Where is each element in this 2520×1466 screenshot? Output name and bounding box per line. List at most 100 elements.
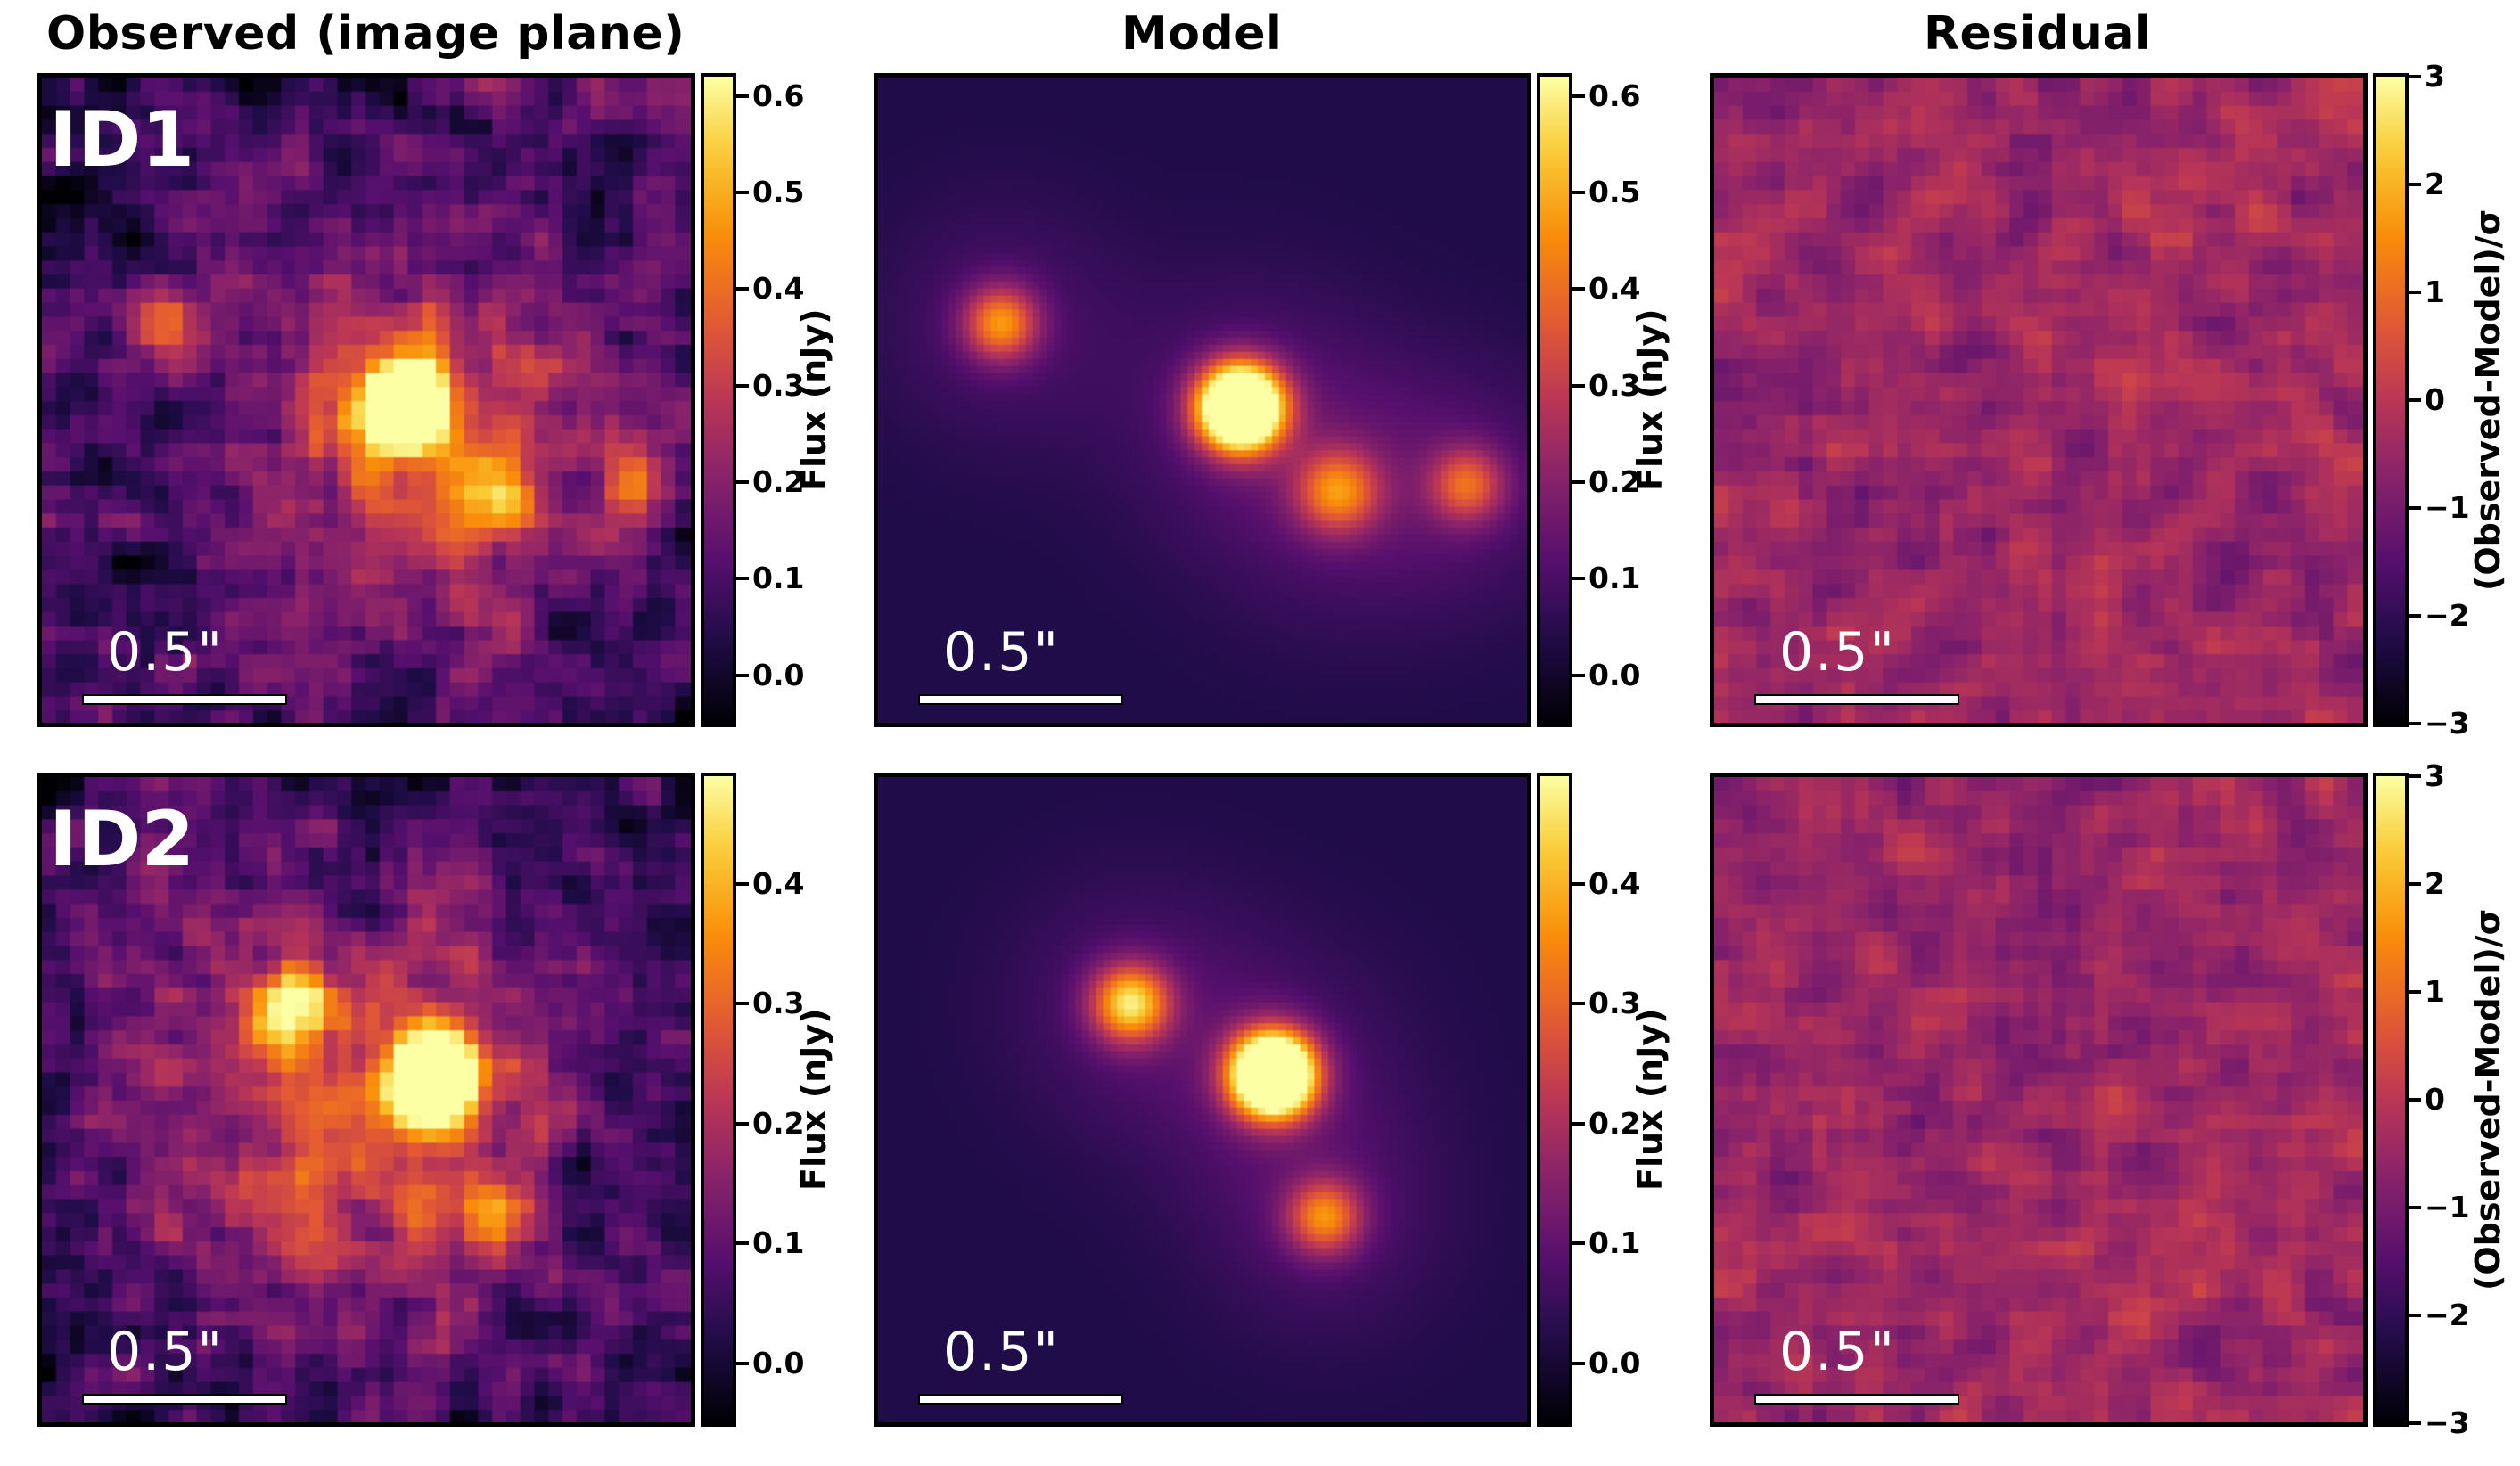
model-panel-id1: 0.5" — [874, 73, 1531, 727]
column-title-model: Model — [1121, 7, 1283, 61]
colorbar-tick-label: 0.2 — [752, 1105, 805, 1141]
colorbar-tick — [736, 577, 749, 581]
model-panel-id2: 0.5" — [874, 773, 1531, 1427]
colorbar-tick-label: 0.3 — [1588, 367, 1641, 403]
colorbar-tick-label: −3 — [2425, 1405, 2470, 1440]
colorbar-tick — [736, 673, 749, 677]
row-label-id2: ID2 — [49, 795, 195, 884]
scalebar-label: 0.5" — [1779, 1321, 1897, 1383]
observed-panel-id2: ID2 0.5" — [37, 773, 695, 1427]
flux-colorbar-model-id2 — [1537, 773, 1572, 1427]
colorbar-tick-label: −2 — [2425, 598, 2470, 633]
colorbar-tick — [1572, 191, 1585, 195]
colorbar-tick-label: −1 — [2425, 490, 2470, 525]
column-title-residual: Residual — [1924, 7, 2152, 61]
colorbar-tick — [736, 480, 749, 485]
colorbar-tick-label: 0.0 — [752, 1345, 805, 1380]
colorbar-label: (Observed-Model)/σ — [2468, 209, 2508, 591]
colorbar-tick-label: 0.2 — [1588, 464, 1641, 500]
residual-panel-id2: 0.5" — [1710, 773, 2368, 1427]
colorbar-tick-label: 0.1 — [1588, 561, 1641, 596]
colorbar-tick — [1572, 673, 1585, 677]
colorbar-tick-label: 0.4 — [752, 866, 805, 901]
colorbar-tick-label: 0 — [2425, 1082, 2445, 1117]
colorbar-tick-label: 0 — [2425, 382, 2445, 417]
colorbar-tick — [736, 882, 749, 886]
colorbar-tick-label: 0.0 — [1588, 1345, 1641, 1380]
colorbar-tick — [736, 94, 749, 98]
colorbar-tick — [1572, 1241, 1585, 1246]
colorbar-tick-label: 0.2 — [1588, 1105, 1641, 1141]
scalebar-label: 0.5" — [107, 1321, 225, 1383]
colorbar-tick — [2409, 990, 2421, 994]
column-title-observed: Observed (image plane) — [46, 7, 685, 61]
colorbar-tick-label: 0.0 — [1588, 657, 1641, 692]
colorbar-label: Flux (nJy) — [794, 308, 833, 491]
flux-colorbar-model-id1 — [1537, 73, 1572, 727]
colorbar-label: Flux (nJy) — [1630, 308, 1670, 491]
colorbar-tick-label: 0.2 — [752, 464, 805, 500]
row-label-id1: ID1 — [49, 95, 195, 184]
colorbar-tick — [1572, 1002, 1585, 1006]
colorbar-tick-label: 3 — [2425, 758, 2445, 793]
colorbar-tick-label: 0.1 — [1588, 1225, 1641, 1261]
colorbar-tick-label: −1 — [2425, 1190, 2470, 1224]
colorbar-label: Flux (nJy) — [794, 1008, 833, 1191]
colorbar-tick-label: 2 — [2425, 167, 2445, 201]
colorbar-tick — [736, 1361, 749, 1365]
colorbar-tick-label: −3 — [2425, 706, 2470, 741]
colorbar-tick-label: 0.5 — [752, 175, 805, 210]
colorbar-tick-label: 2 — [2425, 866, 2445, 901]
colorbar-tick-label: −2 — [2425, 1298, 2470, 1332]
colorbar-tick-label: 0.1 — [752, 1225, 805, 1261]
colorbar-tick-label: 0.1 — [752, 561, 805, 596]
colorbar-tick-label: 3 — [2425, 59, 2445, 94]
colorbar-tick-label: 0.5 — [1588, 175, 1641, 210]
colorbar-tick — [2409, 1098, 2421, 1102]
scalebar-label: 0.5" — [943, 621, 1061, 684]
scalebar-line — [1754, 1394, 1959, 1405]
flux-colorbar-observed-id1 — [701, 73, 736, 727]
colorbar-tick-label: 0.6 — [1588, 78, 1641, 113]
colorbar-tick — [2409, 291, 2421, 294]
colorbar-tick — [2409, 722, 2421, 725]
colorbar-tick-label: 0.0 — [752, 657, 805, 692]
colorbar-tick — [1572, 287, 1585, 291]
residual-colorbar-id1 — [2373, 73, 2409, 727]
colorbar-tick — [736, 383, 749, 388]
colorbar-tick-label: 0.3 — [752, 367, 805, 403]
colorbar-tick — [2409, 1314, 2421, 1317]
colorbar-tick-label: 1 — [2425, 274, 2445, 309]
colorbar-tick-label: 0.4 — [752, 271, 805, 307]
residual-panel-id1: 0.5" — [1710, 73, 2368, 727]
residual-colorbar-id2 — [2373, 773, 2409, 1427]
colorbar-tick — [2409, 614, 2421, 618]
colorbar-tick-label: 1 — [2425, 974, 2445, 1009]
scalebar-line — [82, 694, 287, 705]
colorbar-tick — [1572, 882, 1585, 886]
colorbar-tick — [2409, 1206, 2421, 1209]
scalebar-line — [1754, 694, 1959, 705]
colorbar-tick-label: 0.3 — [752, 986, 805, 1021]
colorbar-tick — [736, 1121, 749, 1126]
colorbar-tick — [736, 1241, 749, 1246]
colorbar-tick-label: 0.4 — [1588, 866, 1641, 901]
colorbar-tick — [736, 287, 749, 291]
colorbar-tick — [1572, 383, 1585, 388]
colorbar-label: Flux (nJy) — [1630, 1008, 1670, 1191]
colorbar-tick — [2409, 774, 2421, 778]
colorbar-tick — [2409, 398, 2421, 402]
colorbar-tick — [2409, 506, 2421, 510]
scalebar-label: 0.5" — [107, 621, 225, 684]
colorbar-tick — [2409, 882, 2421, 886]
scalebar-line — [918, 694, 1123, 705]
colorbar-tick — [2409, 183, 2421, 186]
colorbar-tick-label: 0.3 — [1588, 986, 1641, 1021]
colorbar-tick — [2409, 75, 2421, 78]
colorbar-tick — [2409, 1421, 2421, 1425]
scalebar-line — [82, 1394, 287, 1405]
colorbar-tick — [1572, 94, 1585, 98]
scalebar-label: 0.5" — [943, 1321, 1061, 1383]
observed-panel-id1: ID1 0.5" — [37, 73, 695, 727]
scalebar-label: 0.5" — [1779, 621, 1897, 684]
